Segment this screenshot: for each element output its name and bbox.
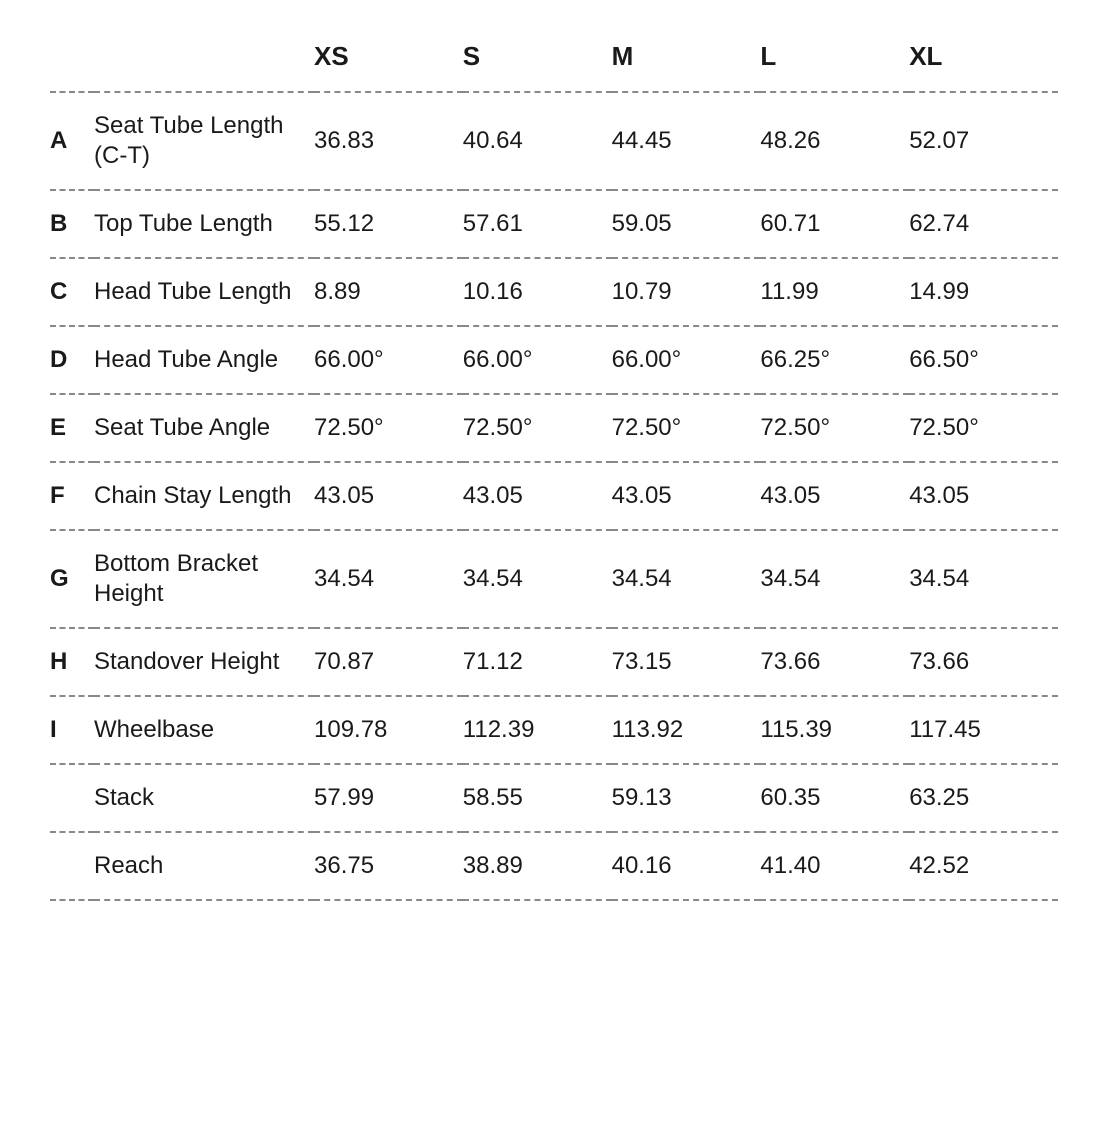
row-letter: F <box>50 462 94 530</box>
cell-value: 66.00° <box>314 326 463 394</box>
cell-value: 8.89 <box>314 258 463 326</box>
cell-value: 63.25 <box>909 764 1058 832</box>
cell-value: 11.99 <box>760 258 909 326</box>
cell-value: 72.50° <box>760 394 909 462</box>
row-letter <box>50 832 94 900</box>
row-label: Head Tube Angle <box>94 326 314 394</box>
header-row: XS S M L XL <box>50 40 1058 92</box>
cell-value: 73.15 <box>612 628 761 696</box>
row-letter: D <box>50 326 94 394</box>
geometry-table: XS S M L XL ASeat Tube Length (C-T)36.83… <box>50 40 1058 901</box>
cell-value: 72.50° <box>612 394 761 462</box>
cell-value: 34.54 <box>314 530 463 628</box>
cell-value: 42.52 <box>909 832 1058 900</box>
row-label: Stack <box>94 764 314 832</box>
table-row: GBottom Bracket Height34.5434.5434.5434.… <box>50 530 1058 628</box>
table-row: ESeat Tube Angle72.50°72.50°72.50°72.50°… <box>50 394 1058 462</box>
cell-value: 70.87 <box>314 628 463 696</box>
cell-value: 10.16 <box>463 258 612 326</box>
row-letter: G <box>50 530 94 628</box>
table-row: Stack57.9958.5559.1360.3563.25 <box>50 764 1058 832</box>
cell-value: 73.66 <box>760 628 909 696</box>
cell-value: 72.50° <box>463 394 612 462</box>
header-size-m: M <box>612 40 761 92</box>
cell-value: 43.05 <box>760 462 909 530</box>
row-letter: I <box>50 696 94 764</box>
cell-value: 72.50° <box>909 394 1058 462</box>
cell-value: 44.45 <box>612 92 761 190</box>
cell-value: 71.12 <box>463 628 612 696</box>
row-letter <box>50 764 94 832</box>
row-label: Bottom Bracket Height <box>94 530 314 628</box>
header-blank-letter <box>50 40 94 92</box>
cell-value: 66.00° <box>612 326 761 394</box>
cell-value: 36.83 <box>314 92 463 190</box>
table-row: Reach36.7538.8940.1641.4042.52 <box>50 832 1058 900</box>
cell-value: 59.13 <box>612 764 761 832</box>
cell-value: 62.74 <box>909 190 1058 258</box>
cell-value: 43.05 <box>909 462 1058 530</box>
header-size-xs: XS <box>314 40 463 92</box>
cell-value: 57.99 <box>314 764 463 832</box>
cell-value: 55.12 <box>314 190 463 258</box>
row-letter: A <box>50 92 94 190</box>
cell-value: 41.40 <box>760 832 909 900</box>
cell-value: 34.54 <box>463 530 612 628</box>
cell-value: 38.89 <box>463 832 612 900</box>
header-size-xl: XL <box>909 40 1058 92</box>
cell-value: 66.25° <box>760 326 909 394</box>
cell-value: 14.99 <box>909 258 1058 326</box>
row-letter: H <box>50 628 94 696</box>
row-label: Wheelbase <box>94 696 314 764</box>
cell-value: 112.39 <box>463 696 612 764</box>
cell-value: 10.79 <box>612 258 761 326</box>
row-letter: E <box>50 394 94 462</box>
cell-value: 59.05 <box>612 190 761 258</box>
cell-value: 73.66 <box>909 628 1058 696</box>
row-label: Seat Tube Length (C-T) <box>94 92 314 190</box>
cell-value: 43.05 <box>463 462 612 530</box>
cell-value: 43.05 <box>314 462 463 530</box>
cell-value: 58.55 <box>463 764 612 832</box>
cell-value: 40.64 <box>463 92 612 190</box>
header-size-s: S <box>463 40 612 92</box>
cell-value: 34.54 <box>612 530 761 628</box>
table-row: DHead Tube Angle66.00°66.00°66.00°66.25°… <box>50 326 1058 394</box>
table-row: CHead Tube Length8.8910.1610.7911.9914.9… <box>50 258 1058 326</box>
row-letter: C <box>50 258 94 326</box>
header-size-l: L <box>760 40 909 92</box>
geometry-table-wrap: XS S M L XL ASeat Tube Length (C-T)36.83… <box>0 0 1108 961</box>
cell-value: 109.78 <box>314 696 463 764</box>
row-letter: B <box>50 190 94 258</box>
row-label: Chain Stay Length <box>94 462 314 530</box>
row-label: Reach <box>94 832 314 900</box>
cell-value: 66.00° <box>463 326 612 394</box>
row-label: Standover Height <box>94 628 314 696</box>
table-row: BTop Tube Length55.1257.6159.0560.7162.7… <box>50 190 1058 258</box>
table-row: IWheelbase109.78112.39113.92115.39117.45 <box>50 696 1058 764</box>
row-label: Head Tube Length <box>94 258 314 326</box>
cell-value: 60.35 <box>760 764 909 832</box>
geometry-table-body: ASeat Tube Length (C-T)36.8340.6444.4548… <box>50 92 1058 900</box>
header-blank-label <box>94 40 314 92</box>
cell-value: 113.92 <box>612 696 761 764</box>
cell-value: 48.26 <box>760 92 909 190</box>
table-row: ASeat Tube Length (C-T)36.8340.6444.4548… <box>50 92 1058 190</box>
cell-value: 40.16 <box>612 832 761 900</box>
cell-value: 52.07 <box>909 92 1058 190</box>
row-label: Seat Tube Angle <box>94 394 314 462</box>
cell-value: 115.39 <box>760 696 909 764</box>
cell-value: 117.45 <box>909 696 1058 764</box>
cell-value: 36.75 <box>314 832 463 900</box>
cell-value: 43.05 <box>612 462 761 530</box>
cell-value: 34.54 <box>760 530 909 628</box>
cell-value: 34.54 <box>909 530 1058 628</box>
cell-value: 57.61 <box>463 190 612 258</box>
cell-value: 60.71 <box>760 190 909 258</box>
cell-value: 66.50° <box>909 326 1058 394</box>
row-label: Top Tube Length <box>94 190 314 258</box>
table-row: HStandover Height70.8771.1273.1573.6673.… <box>50 628 1058 696</box>
table-row: FChain Stay Length43.0543.0543.0543.0543… <box>50 462 1058 530</box>
cell-value: 72.50° <box>314 394 463 462</box>
